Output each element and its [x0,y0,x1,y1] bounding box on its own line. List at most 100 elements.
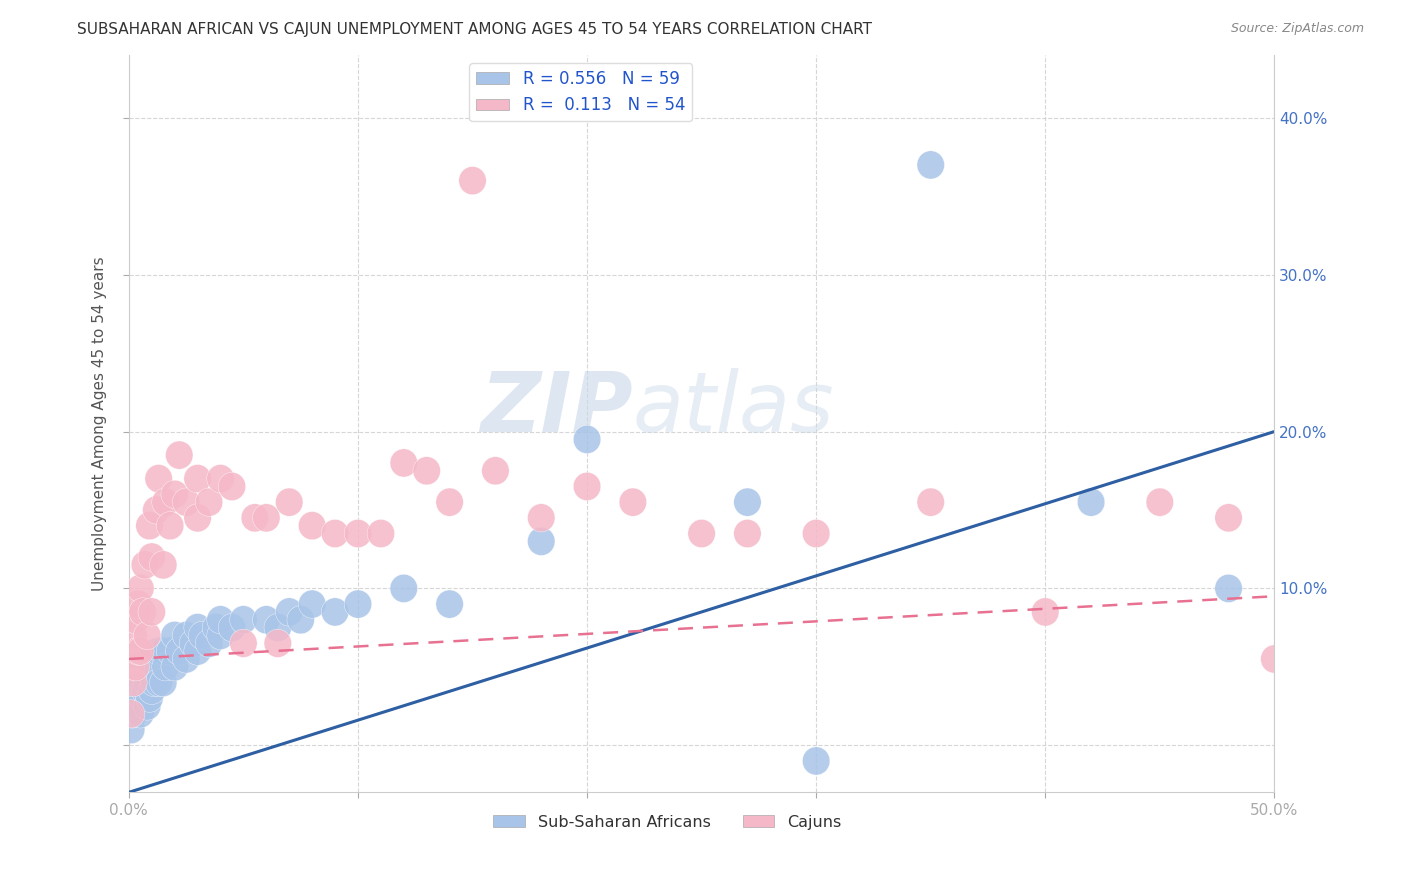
Ellipse shape [120,699,148,728]
Ellipse shape [688,519,716,548]
Ellipse shape [149,550,177,579]
Ellipse shape [145,465,173,492]
Ellipse shape [619,488,647,516]
Text: SUBSAHARAN AFRICAN VS CAJUN UNEMPLOYMENT AMONG AGES 45 TO 54 YEARS CORRELATION C: SUBSAHARAN AFRICAN VS CAJUN UNEMPLOYMENT… [77,22,872,37]
Ellipse shape [166,441,193,469]
Ellipse shape [298,590,326,618]
Ellipse shape [141,668,167,697]
Ellipse shape [917,488,945,516]
Ellipse shape [173,488,200,516]
Ellipse shape [917,151,945,179]
Ellipse shape [482,457,509,485]
Ellipse shape [240,504,269,532]
Ellipse shape [138,676,166,705]
Ellipse shape [127,668,155,697]
Ellipse shape [207,606,235,634]
Ellipse shape [118,715,145,744]
Ellipse shape [149,637,177,665]
Ellipse shape [436,488,464,516]
Ellipse shape [574,473,600,500]
Ellipse shape [173,622,200,649]
Ellipse shape [184,504,211,532]
Ellipse shape [527,504,555,532]
Ellipse shape [253,606,280,634]
Ellipse shape [136,684,163,713]
Ellipse shape [124,684,152,713]
Ellipse shape [264,629,291,657]
Ellipse shape [145,668,173,697]
Ellipse shape [276,598,302,626]
Ellipse shape [734,519,761,548]
Ellipse shape [344,519,371,548]
Legend: Sub-Saharan Africans, Cajuns: Sub-Saharan Africans, Cajuns [486,808,848,836]
Ellipse shape [138,543,166,571]
Ellipse shape [152,653,179,681]
Ellipse shape [734,488,761,516]
Ellipse shape [134,692,160,720]
Ellipse shape [145,637,173,665]
Ellipse shape [322,598,349,626]
Ellipse shape [134,622,160,649]
Ellipse shape [202,614,229,641]
Ellipse shape [527,527,555,556]
Ellipse shape [195,488,222,516]
Ellipse shape [120,684,148,713]
Ellipse shape [131,661,159,689]
Ellipse shape [129,653,156,681]
Ellipse shape [127,574,155,602]
Ellipse shape [127,699,155,728]
Ellipse shape [367,519,395,548]
Ellipse shape [389,449,418,477]
Ellipse shape [184,614,211,641]
Ellipse shape [218,473,246,500]
Text: atlas: atlas [633,368,835,450]
Ellipse shape [122,668,149,697]
Ellipse shape [413,457,440,485]
Ellipse shape [118,699,145,728]
Ellipse shape [188,622,217,649]
Ellipse shape [142,653,170,681]
Ellipse shape [276,488,302,516]
Ellipse shape [131,550,159,579]
Ellipse shape [160,653,188,681]
Ellipse shape [1215,574,1243,602]
Ellipse shape [1077,488,1105,516]
Ellipse shape [218,614,246,641]
Ellipse shape [803,747,830,775]
Ellipse shape [1146,488,1174,516]
Ellipse shape [344,590,371,618]
Ellipse shape [436,590,464,618]
Ellipse shape [184,637,211,665]
Ellipse shape [136,511,163,540]
Ellipse shape [173,645,200,673]
Ellipse shape [122,692,149,720]
Ellipse shape [253,504,280,532]
Ellipse shape [160,480,188,508]
Ellipse shape [1032,598,1059,626]
Ellipse shape [803,519,830,548]
Y-axis label: Unemployment Among Ages 45 to 54 years: Unemployment Among Ages 45 to 54 years [93,256,107,591]
Ellipse shape [138,645,166,673]
Ellipse shape [122,676,149,705]
Ellipse shape [160,622,188,649]
Ellipse shape [207,622,235,649]
Ellipse shape [124,590,152,618]
Ellipse shape [458,167,486,194]
Ellipse shape [184,465,211,492]
Ellipse shape [129,598,156,626]
Ellipse shape [1261,645,1288,673]
Ellipse shape [389,574,418,602]
Text: Source: ZipAtlas.com: Source: ZipAtlas.com [1230,22,1364,36]
Ellipse shape [298,511,326,540]
Ellipse shape [195,629,222,657]
Ellipse shape [156,511,184,540]
Ellipse shape [156,637,184,665]
Ellipse shape [1215,504,1243,532]
Ellipse shape [120,668,148,697]
Ellipse shape [574,425,600,453]
Ellipse shape [142,496,170,524]
Ellipse shape [134,668,160,697]
Ellipse shape [127,637,155,665]
Ellipse shape [166,637,193,665]
Ellipse shape [136,653,163,681]
